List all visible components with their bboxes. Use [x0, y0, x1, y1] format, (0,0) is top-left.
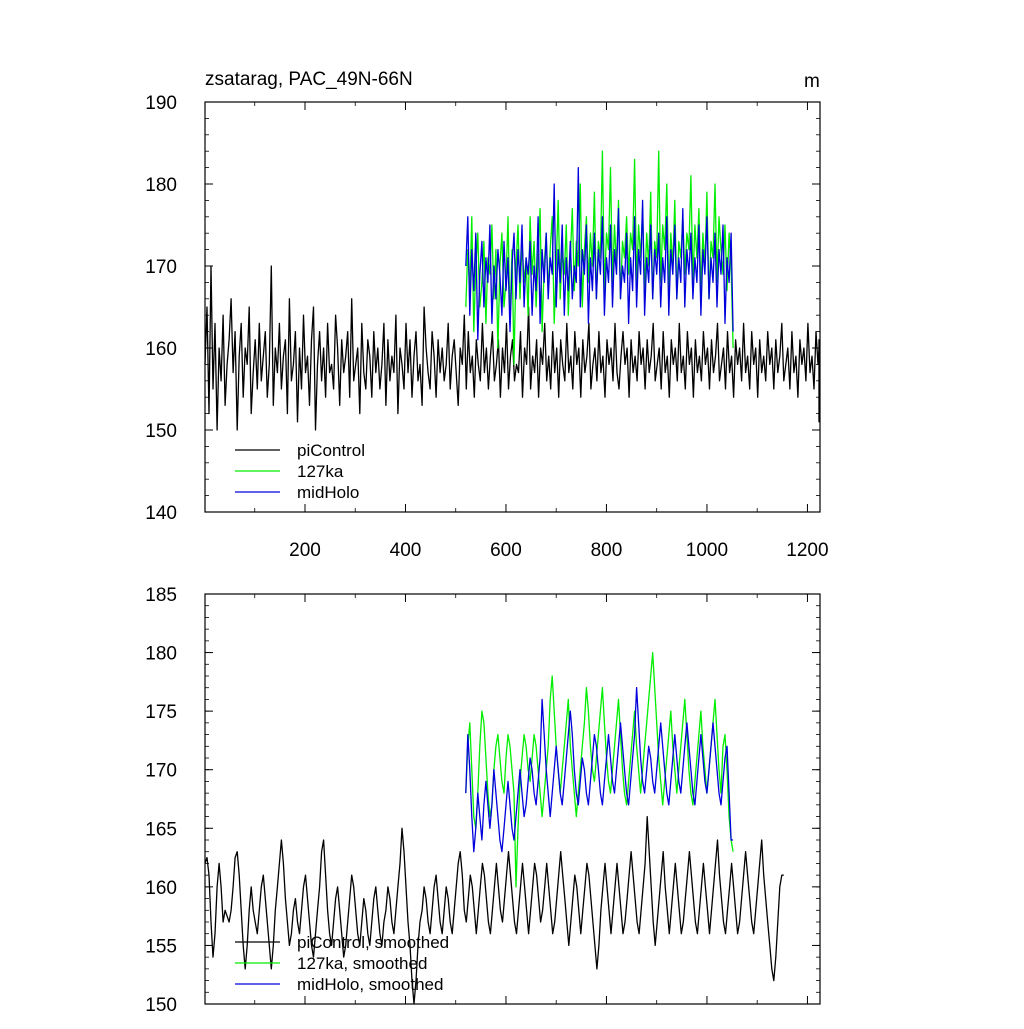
xtick-label-0-0: 200 [289, 540, 321, 561]
legend-label-127ka: 127ka, smoothed [297, 954, 427, 973]
raw-series-group [204, 150, 820, 431]
xtick-label-0-4: 1000 [686, 540, 728, 561]
ytick-label-0-4: 180 [145, 175, 177, 196]
smoothed-legend: piControl, smoothed 127ka, smoothed midHol… [235, 933, 449, 994]
smoothed-ticks: 150 155 160 165 170 175 180 185 [145, 585, 820, 1016]
ytick-label-1-0: 150 [145, 995, 177, 1016]
raw-ticks: 140 150 160 170 180 190 200 400 600 800 1000 1200 [145, 93, 828, 561]
ytick-label-1-6: 180 [145, 644, 177, 665]
series-line-piControl-raw [204, 265, 820, 431]
smoothed-series-group [204, 651, 784, 1005]
legend-label-midHolo: midHolo, smoothed [297, 975, 443, 994]
xtick-label-0-2: 600 [490, 540, 522, 561]
ytick-label-1-4: 170 [145, 761, 177, 782]
ytick-label-0-1: 150 [145, 421, 177, 442]
ytick-label-1-7: 185 [145, 585, 177, 606]
panel-raw: zsatarag, PAC_49N-66N m 1401501601701801… [145, 69, 828, 561]
legend-label-127ka: 127ka [297, 462, 344, 481]
series-line-127ka-smoothed [465, 651, 734, 888]
ytick-label-1-2: 160 [145, 878, 177, 899]
legend-label-piControl: piControl [297, 441, 365, 460]
legend-label-midHolo: midHolo [297, 483, 359, 502]
xtick-label-0-5: 1200 [786, 540, 828, 561]
panel-smoothed: 150 155 160 165 170 175 180 185 piControl, smoo… [145, 585, 821, 1016]
ytick-label-0-5: 190 [145, 93, 177, 114]
series-line-midHolo-smoothed [465, 687, 734, 853]
raw-legend: piControl 127ka midHolo [235, 441, 365, 502]
ytick-label-1-3: 165 [145, 819, 177, 840]
series-line-piControl-smoothed [204, 815, 784, 1005]
ytick-label-0-2: 160 [145, 339, 177, 360]
legend-label-piControl: piControl, smoothed [297, 933, 449, 952]
ytick-label-1-5: 175 [145, 702, 177, 723]
xtick-label-0-1: 400 [390, 540, 422, 561]
xtick-label-0-3: 800 [591, 540, 623, 561]
smoothed-plot-frame [204, 593, 821, 1005]
units-label: m [804, 71, 820, 92]
ytick-label-0-3: 170 [145, 257, 177, 278]
ytick-label-1-1: 155 [145, 936, 177, 957]
series-line-midHolo-raw [465, 166, 734, 341]
raw-plot-frame [204, 101, 821, 513]
chart-title: zsatarag, PAC_49N-66N [205, 69, 413, 90]
ytick-label-0-0: 140 [145, 503, 177, 524]
